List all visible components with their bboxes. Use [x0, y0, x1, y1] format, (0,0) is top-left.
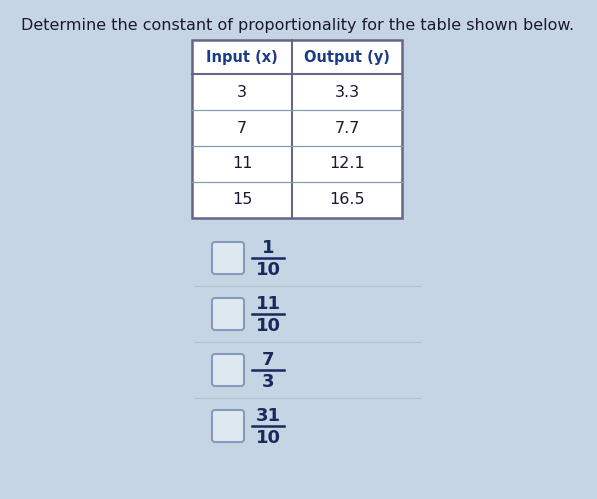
Text: 3: 3: [261, 373, 274, 391]
Text: Determine the constant of proportionality for the table shown below.: Determine the constant of proportionalit…: [21, 18, 574, 33]
Text: 7: 7: [261, 351, 274, 369]
Text: Input (x): Input (x): [206, 49, 278, 64]
Text: 31: 31: [256, 407, 281, 425]
Text: 12.1: 12.1: [329, 157, 365, 172]
FancyBboxPatch shape: [212, 410, 244, 442]
FancyBboxPatch shape: [212, 298, 244, 330]
FancyBboxPatch shape: [212, 354, 244, 386]
Text: 10: 10: [256, 429, 281, 447]
Text: 15: 15: [232, 193, 252, 208]
Text: 1: 1: [261, 239, 274, 257]
Text: Output (y): Output (y): [304, 49, 390, 64]
FancyBboxPatch shape: [212, 242, 244, 274]
FancyBboxPatch shape: [192, 40, 402, 218]
Text: 3: 3: [237, 84, 247, 99]
Text: 7.7: 7.7: [334, 120, 359, 136]
Text: 11: 11: [256, 295, 281, 313]
Text: 11: 11: [232, 157, 253, 172]
Text: 10: 10: [256, 317, 281, 335]
Text: 3.3: 3.3: [334, 84, 359, 99]
Text: 7: 7: [237, 120, 247, 136]
Text: 10: 10: [256, 261, 281, 279]
Text: 16.5: 16.5: [329, 193, 365, 208]
